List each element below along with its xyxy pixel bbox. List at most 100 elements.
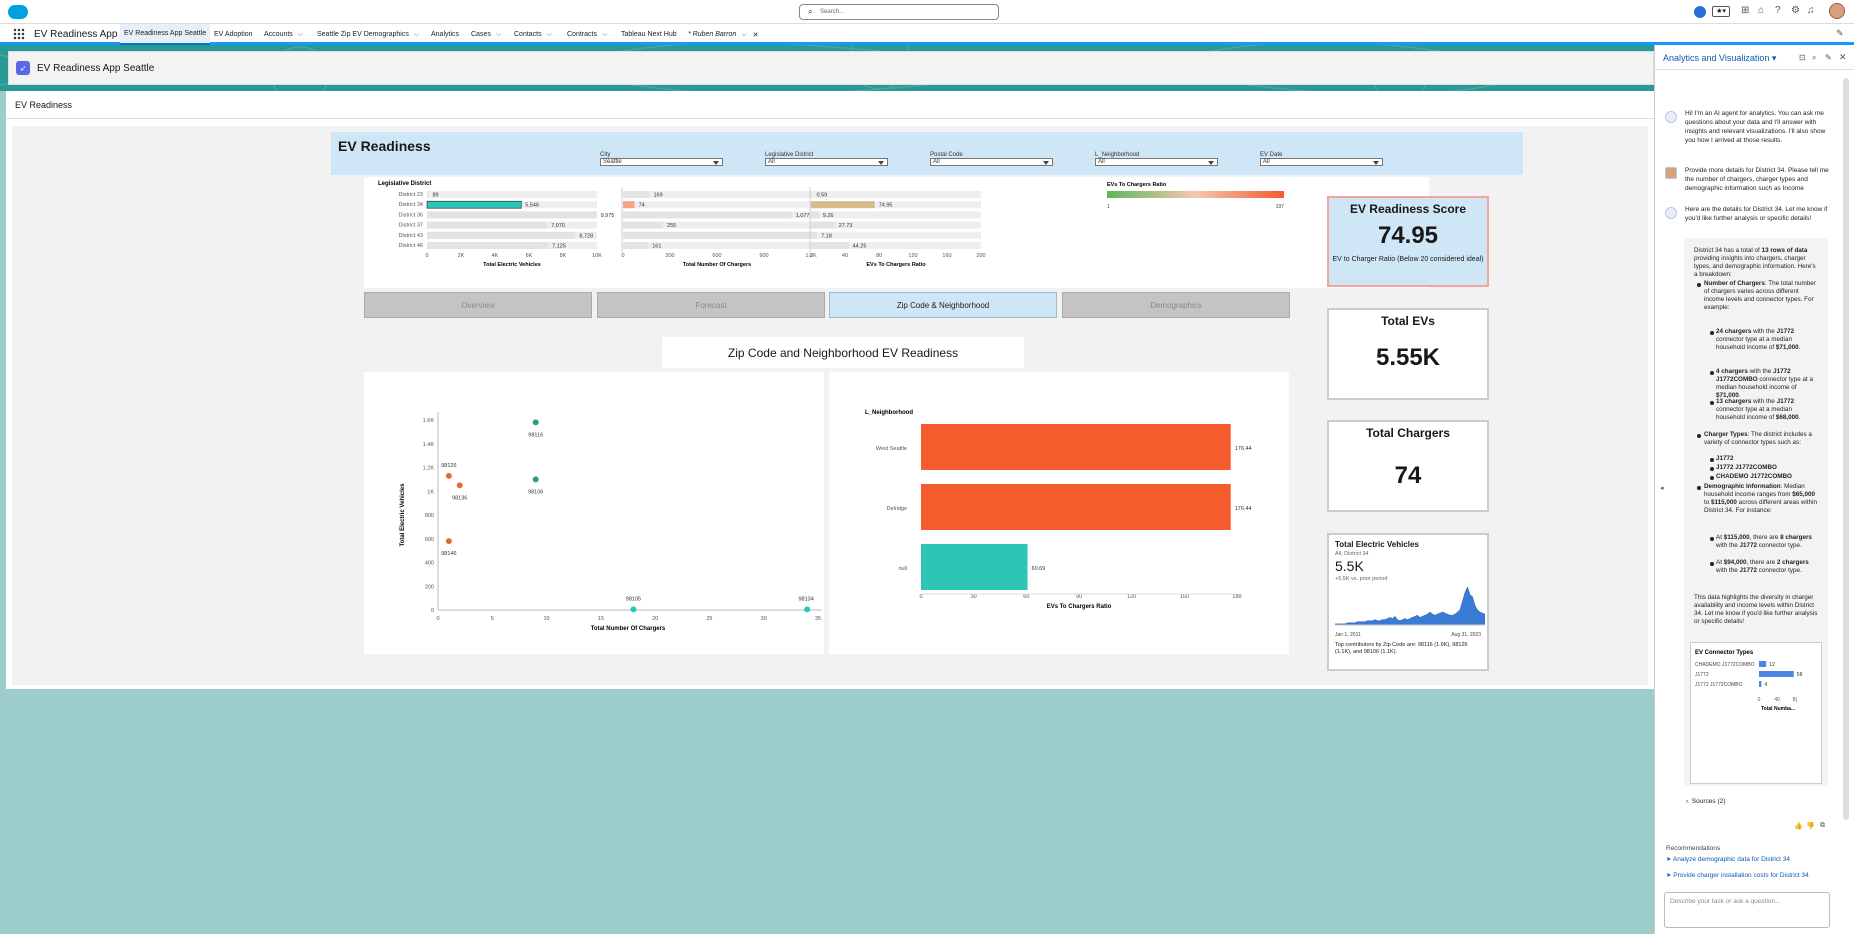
panel-expand-icon[interactable]: ⊡ <box>1799 53 1806 62</box>
filter-postal-code[interactable]: Postal Code All <box>930 152 1053 166</box>
text-bold: $65,000 <box>1792 491 1815 499</box>
tick-label: 1.2K <box>805 253 817 259</box>
chevron-down-icon[interactable]: ⌵ <box>413 30 420 38</box>
chevron-down-icon[interactable]: ⌵ <box>741 30 747 38</box>
x-tick-label: 0 <box>1758 697 1761 703</box>
text: At <box>1716 534 1724 541</box>
filter-neighborhood[interactable]: L_Neighborhood All <box>1095 152 1218 166</box>
kpi-total-evs[interactable]: Total EVs 5.55K <box>1327 308 1489 400</box>
kpi-value: 74 <box>1394 462 1422 489</box>
tab-contacts[interactable]: Contacts ⌵ <box>514 24 552 45</box>
panel-title[interactable]: Analytics and Visualization ▾ <box>1663 53 1776 64</box>
filter-legislative-district[interactable]: Legislative District All <box>765 152 888 166</box>
settings-icon[interactable]: ⚙ <box>1791 5 1800 16</box>
notifications-icon[interactable]: ♫ <box>1807 5 1815 16</box>
filter-select[interactable]: All <box>765 158 888 166</box>
bullet <box>1697 283 1701 287</box>
filter-ev-date[interactable]: EV Date All <box>1260 152 1383 166</box>
copy-icon[interactable]: ⧉ <box>1820 822 1825 829</box>
collapse-panel-icon[interactable]: ◂ <box>1660 485 1664 492</box>
chevron-down-icon[interactable]: ⌵ <box>297 30 304 38</box>
app-title: EV Readiness App Seattle <box>37 62 155 74</box>
text: with the <box>1716 567 1740 575</box>
filter-city[interactable]: City Seattle <box>600 152 723 166</box>
chevron-down-icon[interactable]: ▾ <box>1771 53 1777 63</box>
agent-input[interactable]: Describe your task or ask a question... <box>1664 892 1830 928</box>
thumbs-up-icon[interactable]: 👍 <box>1794 823 1803 830</box>
panel-close-icon[interactable]: ✕ <box>1839 52 1847 62</box>
favorites-icon[interactable]: ★▾ <box>1712 6 1730 17</box>
input-placeholder: Describe your task or ask a question... <box>1670 898 1781 905</box>
kpi-ev-readiness-score[interactable]: EV Readiness Score 74.95 EV to Charger R… <box>1327 196 1489 287</box>
value-label: 89 <box>433 193 439 199</box>
app-launcher-icon[interactable] <box>13 28 25 40</box>
close-icon[interactable]: ✕ <box>752 31 759 39</box>
category-label: District 34 <box>399 202 423 208</box>
tab-overview[interactable]: Overview <box>364 292 592 318</box>
panel-scrollbar[interactable] <box>1843 78 1849 820</box>
panel-edit-icon[interactable]: ✎ <box>1825 53 1832 62</box>
text: connector type. <box>1756 542 1802 550</box>
edit-nav-icon[interactable]: ✎ <box>1836 28 1844 38</box>
tab-ev-readiness-app-seattle[interactable]: EV Readiness App Seattle <box>120 24 211 45</box>
salesforce-logo-icon[interactable] <box>8 5 28 19</box>
x-tick-label: 25 <box>706 616 712 622</box>
filter-select[interactable]: All <box>930 158 1053 166</box>
chevron-down-icon[interactable]: ⌵ <box>601 30 608 38</box>
text-bold: $71,000 <box>1716 392 1739 400</box>
tab-ruben-barron[interactable]: * Ruben Barron ⌵ ✕ <box>688 24 758 45</box>
recommendation-1[interactable]: ➤ Analyze demographic data for District … <box>1666 855 1790 863</box>
tab-demographics[interactable]: Demographics <box>1062 292 1290 318</box>
value-label: 12 <box>1769 662 1775 668</box>
agent-icon[interactable] <box>1694 6 1706 18</box>
x-tick-label: 0 <box>919 594 922 600</box>
recommendations-title: Recommendations <box>1666 845 1721 852</box>
x-tick-label: 30 <box>971 594 977 600</box>
bar <box>623 242 649 249</box>
bar <box>921 424 1231 470</box>
filter-select[interactable]: Seattle <box>600 158 723 166</box>
help-icon[interactable]: ? <box>1775 5 1781 16</box>
tab-label: Contracts <box>567 31 597 38</box>
app-name: EV Readiness App <box>34 29 118 40</box>
tab-tableau-next-hub[interactable]: Tableau Next Hub <box>621 24 677 45</box>
add-icon[interactable]: ⊞ <box>1741 5 1750 16</box>
text-bold: $71,000 <box>1775 344 1799 352</box>
sources-toggle[interactable]: › Sources (2) <box>1686 798 1725 805</box>
panel-history-icon[interactable]: ⌕ <box>1812 53 1817 62</box>
category-label: null <box>898 566 907 572</box>
text: with the <box>1747 368 1774 375</box>
text-bold: J1772 <box>1739 567 1757 575</box>
trailhead-icon[interactable]: ⌂ <box>1758 5 1765 16</box>
text: connector type at a median household inc… <box>1716 336 1792 352</box>
legend-gradient <box>1107 191 1284 198</box>
tick-label: 0 <box>809 253 812 259</box>
thumbs-down-icon[interactable]: 👎 <box>1806 823 1815 830</box>
search-box[interactable]: ⌕ Search... <box>799 4 999 20</box>
chevron-down-icon[interactable]: ⌵ <box>495 30 502 38</box>
data-point <box>804 606 811 613</box>
bar-background <box>623 201 811 209</box>
dashboard-header <box>331 132 1523 175</box>
filter-select[interactable]: All <box>1095 158 1218 166</box>
text-bold: 4 chargers <box>1716 368 1748 375</box>
user-avatar[interactable] <box>1829 3 1845 19</box>
tick-label: 4K <box>492 253 499 259</box>
tab-analytics[interactable]: Analytics <box>431 24 459 45</box>
tab-zip-code-neighborhood[interactable]: Zip Code & Neighborhood <box>829 292 1057 318</box>
chevron-down-icon[interactable]: ⌵ <box>546 30 552 38</box>
axis-label: EVs To Chargers Ratio <box>866 262 926 268</box>
filter-select[interactable]: All <box>1260 158 1383 166</box>
global-header: ⌕ Search... ★▾ ⊞ ⌂ ? ⚙ ♫ <box>0 0 1854 24</box>
tab-seattle-zip-ev-demographics[interactable]: Seattle Zip EV Demographics ⌵ <box>317 24 419 45</box>
tab-contracts[interactable]: Contracts ⌵ <box>567 24 607 45</box>
kpi-total-chargers[interactable]: Total Chargers 74 <box>1327 420 1489 512</box>
tab-ev-adoption[interactable]: EV Adoption <box>214 24 253 45</box>
tab-forecast[interactable]: Forecast <box>597 292 825 318</box>
text: with the <box>1716 542 1740 550</box>
tab-accounts[interactable]: Accounts ⌵ <box>264 24 303 45</box>
recommendation-2[interactable]: ➤ Provide charger installation costs for… <box>1666 871 1809 879</box>
tab-cases[interactable]: Cases ⌵ <box>471 24 501 45</box>
kpi-ev-trend[interactable]: Total Electric Vehicles All, District 34… <box>1327 533 1489 671</box>
bullet <box>1710 371 1714 375</box>
